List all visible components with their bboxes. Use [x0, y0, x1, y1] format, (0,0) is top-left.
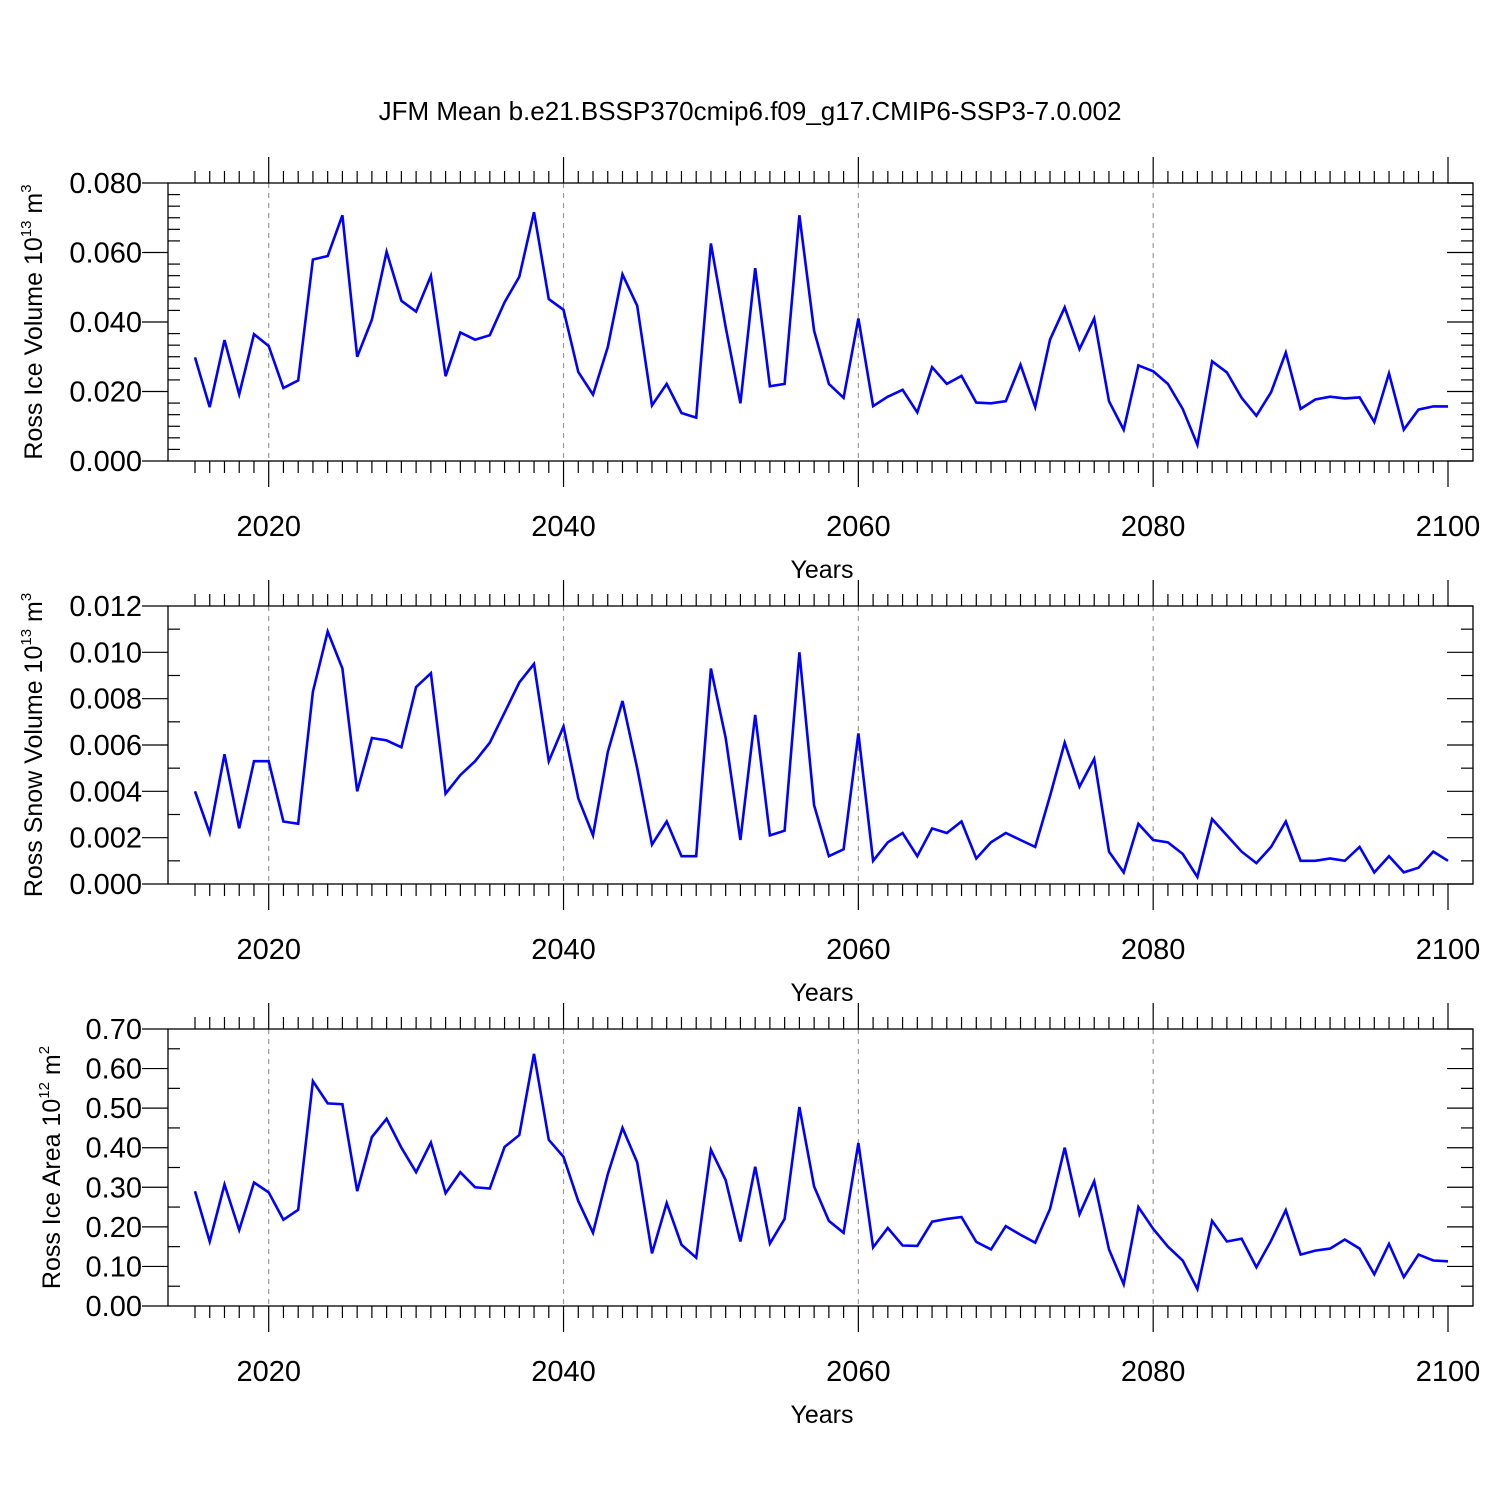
y-tick-label: 0.50 [86, 1093, 142, 1125]
y-tick-label: 0.004 [69, 776, 142, 808]
x-tick-label: 2040 [531, 511, 596, 543]
y-axis-label: Ross Snow Volume 1013 m3 [18, 593, 48, 897]
x-tick-label: 2040 [531, 934, 596, 966]
x-tick-label: 2040 [531, 1356, 596, 1388]
x-tick-label: 2060 [826, 1356, 891, 1388]
figure-title: JFM Mean b.e21.BSSP370cmip6.f09_g17.CMIP… [379, 96, 1122, 126]
x-ticks [142, 580, 1473, 910]
y-tick-label: 0.10 [86, 1251, 142, 1283]
y-tick-label: 0.20 [86, 1212, 142, 1244]
plot-panel-1: 2020 2040 2060 2080 2100 0.000 0.020 0.040 0.060… [18, 157, 1480, 584]
x-tick-label: 2020 [236, 511, 301, 543]
x-tick-label: 2060 [826, 511, 891, 543]
y-tick-label: 0.020 [69, 377, 142, 409]
plot-panel-3: 2020 2040 2060 2080 2100 0.00 0.10 0.20 0.30 0.40… [36, 1003, 1480, 1429]
x-ticks [142, 1003, 1473, 1332]
y-tick-label: 0.00 [86, 1291, 142, 1323]
y-axis-label: Ross Ice Area 1012 m2 [36, 1046, 66, 1289]
plot-frame [167, 605, 1474, 885]
series-line [193, 627, 1449, 881]
y-tick-label: 0.70 [86, 1014, 142, 1046]
y-tick-label: 0.000 [69, 446, 142, 478]
x-tick-label: 2080 [1121, 511, 1186, 543]
x-tick-label: 2100 [1416, 934, 1481, 966]
x-tick-label: 2020 [236, 934, 301, 966]
x-tick-label: 2100 [1416, 511, 1481, 543]
y-tick-label: 0.30 [86, 1172, 142, 1204]
y-tick-label: 0.040 [69, 307, 142, 339]
y-tick-label: 0.010 [69, 637, 142, 669]
x-tick-label: 2080 [1121, 1356, 1186, 1388]
series-line [193, 1053, 1449, 1293]
x-tick-label: 2060 [826, 934, 891, 966]
x-axis-label: Years [790, 556, 853, 584]
y-tick-label: 0.60 [86, 1054, 142, 1086]
y-tick-label: 0.002 [69, 823, 142, 855]
y-tick-label: 0.40 [86, 1133, 142, 1165]
series-line [193, 211, 1448, 450]
y-tick-label: 0.012 [69, 591, 142, 623]
y-axis-label: Ross Ice Volume 1013 m3 [18, 184, 48, 459]
plot-frame [167, 182, 1474, 462]
x-tick-label: 2100 [1416, 1356, 1481, 1388]
x-ticks [142, 157, 1473, 487]
x-axis-label: Years [790, 1401, 853, 1429]
plot-panel-2: 2020 2040 2060 2080 2100 0.000 0.002 0.004 0.006… [18, 580, 1480, 1007]
y-tick-label: 0.006 [69, 730, 142, 762]
x-axis-label: Years [790, 979, 853, 1007]
y-tick-label: 0.080 [69, 168, 142, 200]
y-tick-label: 0.060 [69, 238, 142, 270]
plots: 2020 2040 2060 2080 2100 0.000 0.020 0.040 0.060… [18, 157, 1480, 1429]
y-tick-label: 0.008 [69, 684, 142, 716]
x-tick-label: 2020 [236, 1356, 301, 1388]
y-tick-label: 0.000 [69, 869, 142, 901]
x-tick-label: 2080 [1121, 934, 1186, 966]
